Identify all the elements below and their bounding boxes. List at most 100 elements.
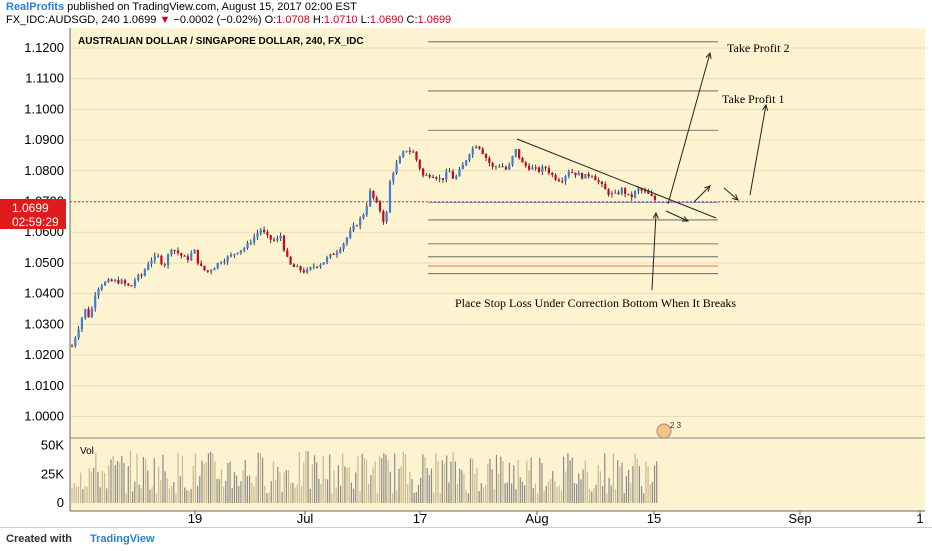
volume-bar (151, 486, 153, 503)
candle-body (292, 264, 296, 268)
tradingview-logo[interactable]: TradingView (90, 533, 155, 545)
volume-bar (233, 471, 236, 503)
candle-body (256, 233, 259, 237)
time-axis-labels[interactable]: 19 Jul 17 Aug 15 Sep 1 (188, 511, 924, 526)
ohlc-close-value: 1.0699 (417, 14, 452, 26)
candle-body (100, 285, 103, 290)
publish-line: RealProfits published on TradingView.com… (6, 1, 357, 13)
candle-body (104, 282, 107, 286)
candle-body (190, 253, 193, 261)
volume-bar (142, 457, 145, 503)
volume-bar (443, 463, 446, 503)
volume-bar (387, 460, 389, 503)
candle-body (70, 345, 74, 347)
price-tick-label: 1.0400 (24, 286, 64, 301)
volume-bar (175, 493, 177, 503)
candle-body (359, 218, 362, 226)
candle-body (584, 173, 587, 179)
candle-body (186, 256, 190, 261)
volume-bar (160, 480, 162, 503)
volume-bar (498, 473, 500, 503)
candle-body (355, 225, 358, 227)
volume-bar (528, 470, 530, 503)
price-grid (70, 47, 925, 418)
volume-bar (339, 485, 342, 503)
volume-bar (77, 486, 80, 503)
move-arrow-1 (665, 210, 689, 222)
volume-bar (454, 461, 456, 503)
volume-bar (270, 481, 272, 503)
volume-bar (322, 455, 324, 503)
candle-body (435, 177, 438, 179)
candle-body (564, 176, 567, 182)
volume-bar (521, 481, 524, 503)
volume-bar (177, 452, 179, 503)
candle-body (527, 165, 531, 170)
volume-bar (110, 459, 112, 503)
price-change: −0.0002 (−0.02%) (173, 14, 262, 26)
volume-bar (240, 481, 242, 503)
candle-body (531, 167, 534, 170)
publisher-name[interactable]: RealProfits (6, 1, 65, 13)
candle-body (537, 167, 541, 172)
candle-body (80, 317, 84, 330)
volume-bar (394, 453, 396, 503)
volume-bar (368, 483, 370, 503)
candle-body (236, 252, 239, 255)
stop-loss-arrow-head (652, 211, 659, 219)
volume-label: Vol (80, 446, 94, 457)
volume-bar (251, 482, 253, 503)
volume-bar (227, 462, 229, 503)
candle-body (643, 190, 647, 192)
volume-bar (274, 479, 277, 503)
price-tick-label: 1.0900 (24, 132, 64, 147)
candle-body (395, 163, 398, 174)
candle-body (392, 173, 395, 182)
candle-body (243, 248, 246, 251)
volume-bar (537, 493, 539, 503)
volume-bar (469, 458, 472, 503)
volume-bar (582, 469, 584, 503)
move-arrow-2-head (704, 185, 711, 192)
volume-bar (402, 451, 404, 503)
volume-bar (378, 456, 381, 503)
candle-body (166, 254, 170, 265)
volume-bar (630, 483, 632, 503)
candle-body (508, 165, 511, 170)
candle-body (229, 254, 233, 257)
volume-bar (123, 463, 125, 503)
candle-body (597, 180, 600, 182)
volume-bar (346, 467, 348, 503)
candle-body (216, 262, 219, 269)
price-axis-labels[interactable]: 1.12001.11001.10001.09001.08001.07001.06… (24, 40, 64, 424)
volume-bar (407, 484, 409, 503)
candle-body (544, 167, 547, 169)
candle-body (299, 266, 302, 271)
volume-bar (420, 477, 422, 503)
volume-bar (608, 477, 610, 503)
candle-body (176, 250, 180, 254)
horizontal-levels (70, 41, 925, 275)
candle-body (640, 188, 643, 191)
volume-bar (257, 452, 259, 503)
candle-body (87, 309, 90, 318)
symbol-line: FX_IDC:AUDSGD, 240 1.0699 ▼ −0.0002 (−0.… (6, 14, 451, 26)
volume-bar (517, 460, 519, 503)
volume-bar (411, 479, 413, 503)
candle-body (620, 188, 623, 194)
volume-bar (337, 465, 339, 503)
volume-bar (511, 483, 513, 503)
candle-body (210, 270, 213, 272)
candle-body (441, 178, 445, 180)
time-tick-label: 19 (188, 511, 202, 526)
candle-body (90, 308, 93, 318)
volume-bar (569, 460, 571, 503)
candle-body (518, 149, 521, 159)
volume-bar (526, 460, 528, 503)
candle-body (647, 190, 650, 194)
candle-body (94, 295, 97, 309)
events-icon[interactable] (656, 423, 672, 439)
candle-body (302, 270, 305, 273)
move-arrow-2 (693, 185, 711, 203)
